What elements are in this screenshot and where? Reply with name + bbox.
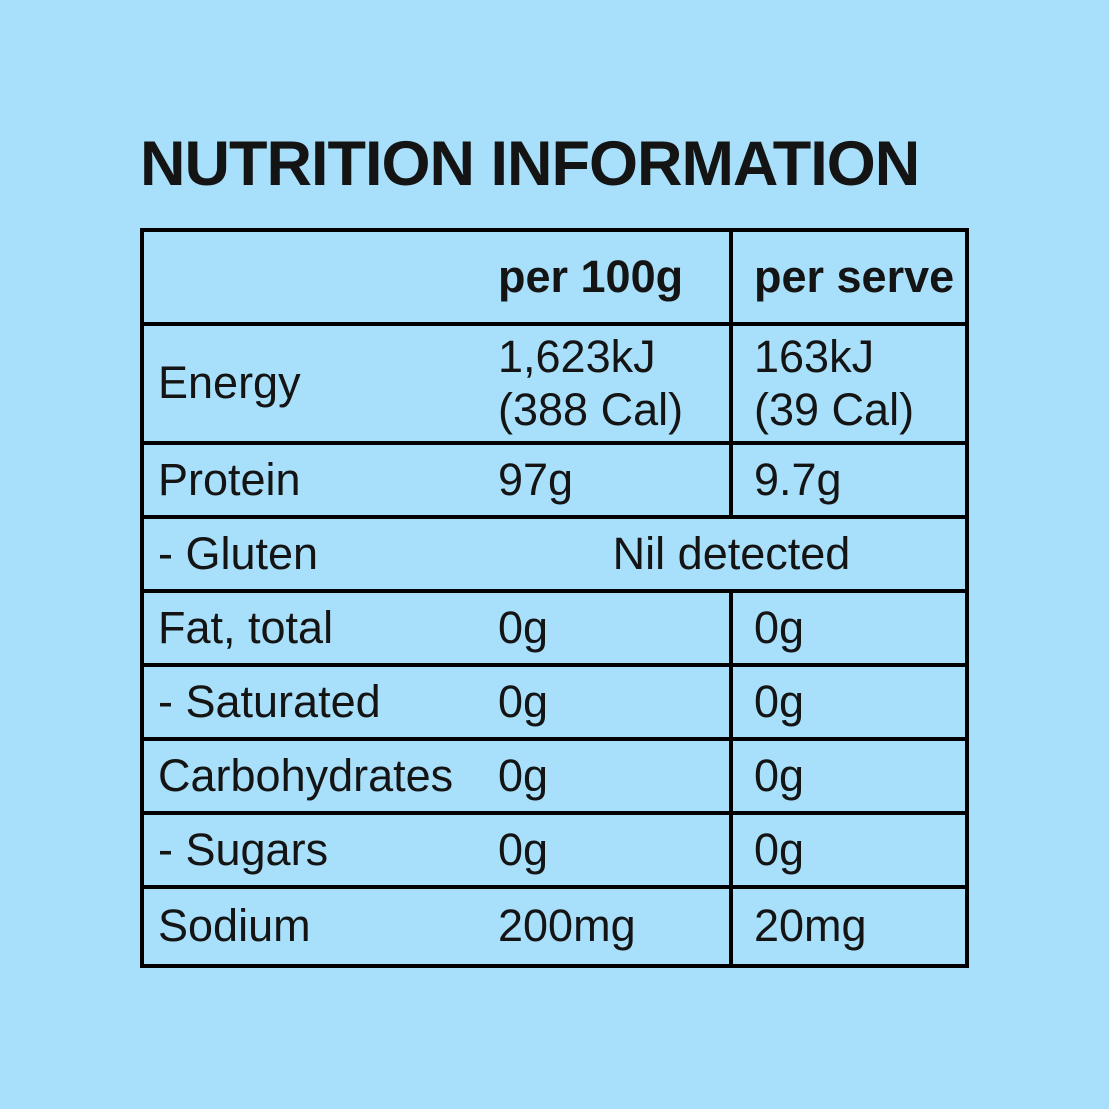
value-per-serve: 163kJ (39 Cal) [729,322,967,445]
value-per-100g: 0g [498,663,731,741]
value-per-serve: 9.7g [729,441,967,519]
row-label: Fat, total [142,589,498,667]
table-row-gluten: - Gluten Nil detected [142,515,967,593]
value-per-100g: 200mg [498,885,731,968]
page-title: NUTRITION INFORMATION [140,129,920,199]
page: NUTRITION INFORMATION per 100g per serve… [140,129,969,968]
header-blank-cell [142,228,498,326]
value-per-100g: 1,623kJ (388 Cal) [498,322,731,445]
table-row-fat: Fat, total 0g 0g [142,589,967,667]
table-row-sugars: - Sugars 0g 0g [142,811,967,889]
value-per-100g: 0g [498,589,731,667]
merged-value-cell: Nil detected [498,515,967,593]
table-row-sodium: Sodium 200mg 20mg [142,885,967,968]
row-label: - Gluten [142,515,498,593]
table-row-carbohydrates: Carbohydrates 0g 0g [142,737,967,815]
value-per-serve: 0g [729,737,967,815]
row-label: - Sugars [142,811,498,889]
header-per-serve: per serve [729,228,967,326]
value-per-serve: 0g [729,589,967,667]
value-per-serve: 0g [729,663,967,741]
value-per-100g: 0g [498,737,731,815]
value-per-100g: 97g [498,441,731,519]
table-row-saturated: - Saturated 0g 0g [142,663,967,741]
value-per-100g: 0g [498,811,731,889]
header-per-100g: per 100g [498,228,731,326]
row-label: - Saturated [142,663,498,741]
row-label: Sodium [142,885,498,968]
table-row-protein: Protein 97g 9.7g [142,441,967,519]
value-per-serve: 0g [729,811,967,889]
table-header-row: per 100g per serve [142,228,967,326]
row-label: Protein [142,441,498,519]
row-label: Energy [142,322,498,445]
value-per-serve: 20mg [729,885,967,968]
nutrition-table: per 100g per serve Energy 1,623kJ (388 C… [140,228,969,968]
row-label: Carbohydrates [142,737,498,815]
table-row-energy: Energy 1,623kJ (388 Cal) 163kJ (39 Cal) [142,322,967,445]
